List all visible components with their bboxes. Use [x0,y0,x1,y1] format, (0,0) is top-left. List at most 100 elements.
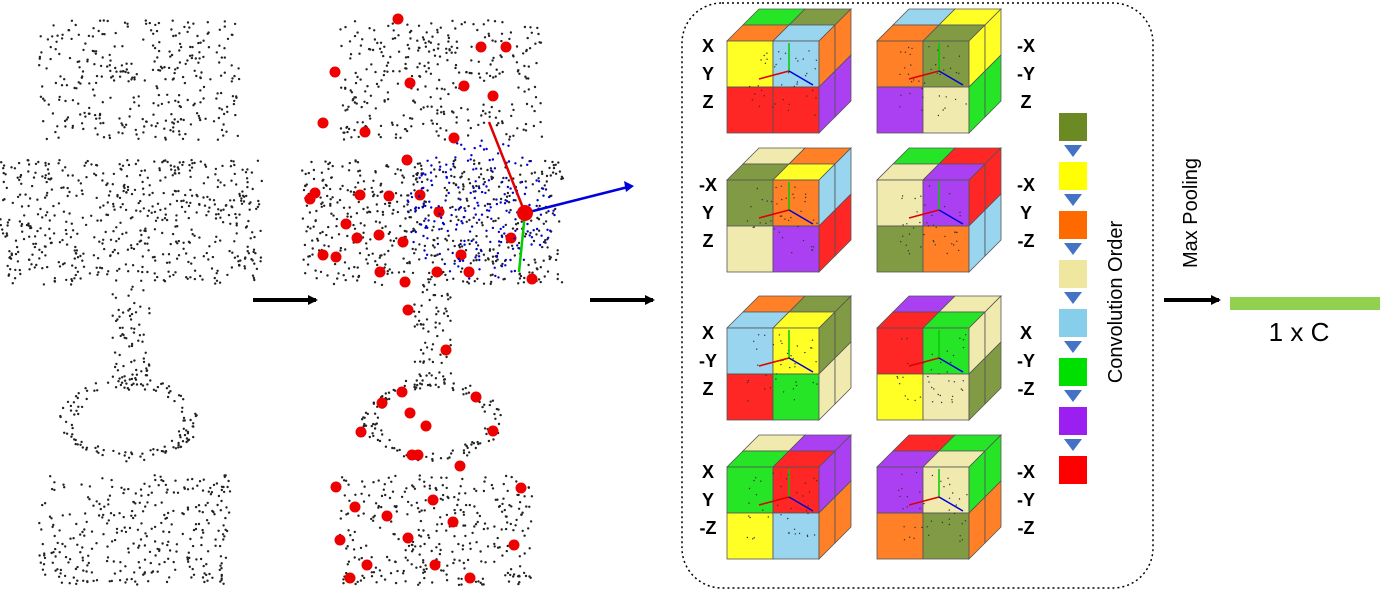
cloud-point [436,523,439,526]
neighbor-point [487,179,491,182]
cloud-point [4,235,7,238]
cube-cell [876,466,924,514]
query-point [517,205,533,221]
cloud-point [428,383,432,386]
cloud-point [53,481,56,484]
cloud-point [374,107,377,110]
cloud-point [193,102,196,105]
cube-axis-label: X [702,462,714,482]
cloud-point [482,103,485,106]
cloud-point [95,542,98,545]
cloud-point [63,545,67,548]
cube-cell [876,86,924,134]
neighbor-point [470,225,474,228]
cube-cell [876,373,924,421]
neighbor-point [504,264,507,267]
cloud-point [119,561,122,564]
cloud-point [419,565,422,569]
cube-cell [876,40,924,88]
cloud-point [90,571,94,574]
cloud-point [41,175,44,178]
cloud-point [251,231,254,234]
cloud-point [247,252,251,255]
cloud-point [342,582,345,585]
cloud-point [506,571,510,575]
cloud-point [480,114,483,117]
cloud-point [244,256,247,259]
cube-axis-label: Z [1021,92,1032,112]
cloud-point [419,374,422,378]
cloud-point [480,560,483,563]
cloud-point [387,476,390,479]
cloud-point [164,213,167,216]
cloud-point [24,193,27,196]
cloud-point [124,263,128,266]
cloud-point [471,531,474,535]
cloud-point [130,360,133,364]
cloud-point [77,102,80,105]
neighbor-point [535,179,538,182]
neighbor-point [528,234,531,237]
cloud-point [112,449,115,453]
cloud-point [38,55,42,59]
cloud-point [447,92,450,96]
cloud-point [118,196,122,200]
cloud-point [516,70,520,73]
cloud-point [482,527,486,531]
cloud-point [380,494,384,498]
neighbor-point [495,198,498,201]
cloud-point [364,424,368,427]
sampled-point [317,117,329,129]
neighbor-point [428,200,431,203]
neighbor-point [530,243,533,246]
cloud-point [213,203,217,206]
cloud-point [323,244,326,247]
cloud-point [457,577,460,580]
neighbor-point [546,228,549,231]
cube-point [797,225,799,228]
neighbor-point [499,227,502,231]
cloud-point [172,446,175,449]
cloud-point [495,68,498,71]
cloud-point [36,229,39,233]
neighbor-point [438,228,441,231]
cloud-point [473,280,476,283]
neighbor-point [452,162,455,166]
cloud-point [108,136,112,140]
cloud-point [446,292,449,296]
cloud-point [99,219,103,222]
cube-point [946,371,948,373]
cloud-point [371,432,374,435]
cloud-point [428,484,431,487]
cloud-point [404,549,407,552]
cloud-point [148,550,152,554]
cloud-point [393,37,397,40]
order-arrow [1064,243,1082,255]
cloud-point [163,66,166,69]
cloud-point [352,193,355,196]
cloud-point [357,135,360,139]
cloud-point [356,121,359,124]
cloud-point [381,213,385,216]
cloud-point [407,194,410,197]
cloud-point [96,257,100,260]
cloud-point [7,274,10,277]
cloud-point [338,198,342,202]
cube-point [802,239,805,242]
cloud-point [369,94,373,98]
cloud-point [348,499,351,502]
cloud-point [512,134,515,137]
cloud-point [249,237,252,240]
cube-point [910,81,913,83]
cube-point [749,516,751,519]
cube-cell [984,480,1002,544]
cloud-point [486,257,490,260]
cloud-point [177,172,181,175]
cube-point [962,346,965,349]
cube-point [919,507,921,510]
cube-axis-label: -Y [1017,490,1035,510]
cloud-point [141,187,145,190]
cloud-point [164,136,167,139]
cloud-point [231,206,234,209]
cloud-point [70,19,74,22]
